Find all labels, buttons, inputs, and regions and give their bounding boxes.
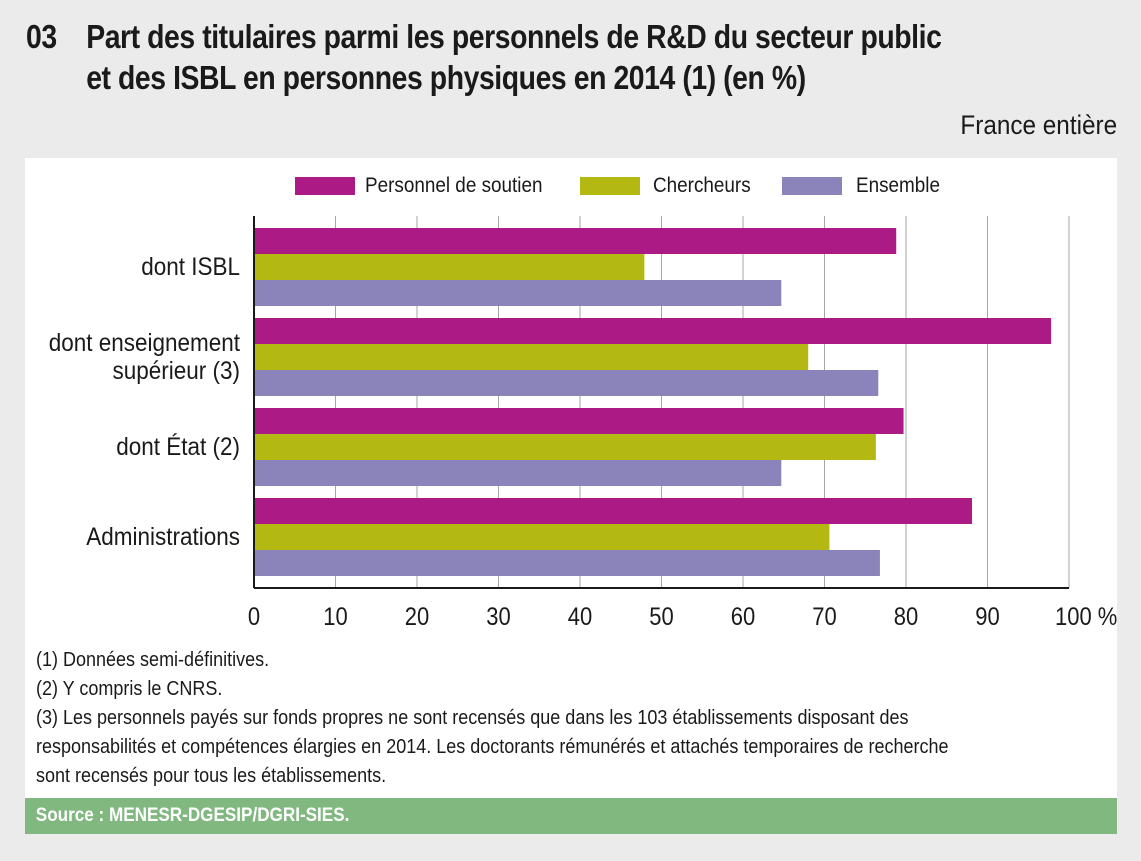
x-tick-label-30: 30	[486, 603, 510, 631]
bar-chart: Personnel de soutien Chercheurs Ensemble do…	[49, 174, 1117, 631]
bar-0-0	[254, 228, 897, 254]
legend-label-2: Ensemble	[856, 174, 940, 197]
bar-0-2	[254, 280, 782, 306]
footnote-3b: responsabilités et compétences élargies …	[36, 736, 949, 758]
legend-swatch-1	[580, 177, 640, 195]
chart-number: 03	[26, 18, 57, 55]
bar-2-1	[254, 434, 876, 460]
x-tick-label-90: 90	[975, 603, 999, 631]
source-text: Source : MENESR-DGESIP/DGRI-SIES.	[35, 805, 350, 826]
x-tick-label-60: 60	[731, 603, 755, 631]
legend-swatch-2	[782, 177, 842, 195]
chart-panel: Personnel de soutien Chercheurs Ensemble do…	[25, 158, 1117, 798]
bar-2-2	[254, 460, 782, 486]
category-label-1-1: supérieur (3)	[113, 357, 240, 385]
x-tick-label-20: 20	[405, 603, 429, 631]
bar-1-1	[254, 344, 809, 370]
footnote-3a: (3) Les personnels payés sur fonds propr…	[36, 707, 909, 729]
category-label-3-0: Administrations	[86, 523, 240, 551]
bar-2-0	[254, 408, 904, 434]
bar-1-2	[254, 370, 879, 396]
x-tick-label-70: 70	[812, 603, 836, 631]
title-line-1: Part des titulaires parmi les personnels…	[86, 18, 942, 55]
title-line-2: et des ISBL en personnes physiques en 20…	[86, 59, 806, 96]
bar-0-1	[254, 254, 645, 280]
category-label-2-0: dont État (2)	[116, 433, 240, 461]
x-tick-label-40: 40	[568, 603, 592, 631]
bar-3-0	[254, 498, 973, 524]
legend-label-0: Personnel de soutien	[365, 174, 543, 197]
bar-3-1	[254, 524, 830, 550]
source-bar: Source : MENESR-DGESIP/DGRI-SIES.	[25, 798, 1117, 834]
chart-title: 03 Part des titulaires parmi les personne…	[26, 16, 942, 98]
scope-label: France entière	[960, 110, 1117, 140]
footnotes: (1) Données semi-définitives. (2) Y comp…	[36, 646, 1116, 791]
bar-1-0	[254, 318, 1052, 344]
footnote-3c: sont recensés pour tous les établissemen…	[36, 765, 387, 787]
legend-swatch-0	[295, 177, 355, 195]
x-tick-label-80: 80	[894, 603, 918, 631]
bar-3-2	[254, 550, 880, 576]
legend-label-1: Chercheurs	[653, 174, 751, 197]
x-tick-label-10: 10	[323, 603, 347, 631]
x-tick-label-50: 50	[649, 603, 673, 631]
x-tick-label-0: 0	[248, 603, 260, 631]
category-label-0-0: dont ISBL	[141, 253, 240, 281]
footnote-1: (1) Données semi-définitives.	[36, 649, 270, 671]
category-label-1-0: dont enseignement	[49, 329, 241, 357]
x-tick-label-100: 100 %	[1055, 603, 1117, 631]
footnote-2: (2) Y compris le CNRS.	[36, 678, 223, 700]
